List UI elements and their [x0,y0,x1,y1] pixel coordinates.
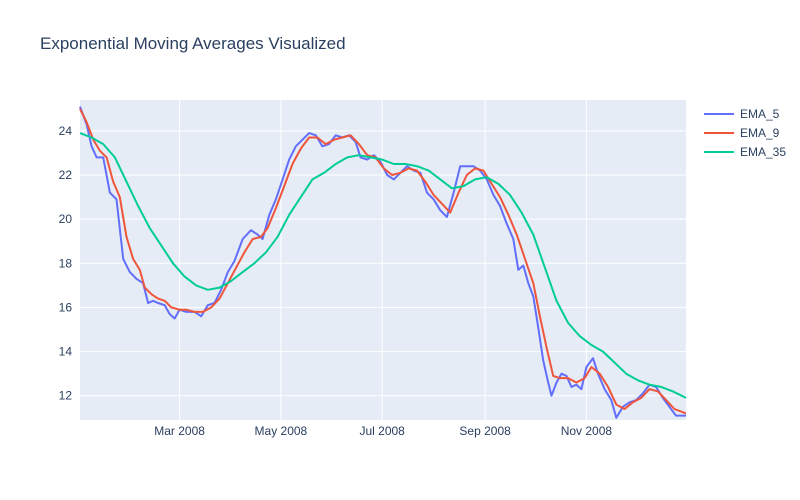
y-tick-label: 12 [59,389,73,403]
y-tick-label: 20 [59,212,73,226]
series-line-ema-5[interactable] [79,106,686,419]
x-tick-label: Nov 2008 [561,424,613,438]
legend-label: EMA_5 [740,107,780,121]
series-layer [79,106,687,419]
legend: EMA_5 EMA_9 EMA_35 [704,107,786,159]
y-tick-label: 18 [59,256,73,270]
chart-title: Exponential Moving Averages Visualized [40,34,346,53]
x-tick-label: Mar 2008 [154,424,205,438]
y-tick-label: 22 [59,168,73,182]
legend-item-ema-35[interactable]: EMA_35 [704,145,786,159]
y-tick-label: 24 [59,124,73,138]
x-tick-label: Sep 2008 [459,424,511,438]
legend-item-ema-5[interactable]: EMA_5 [704,107,780,121]
series-line-ema-9[interactable] [79,108,687,415]
x-tick-label: May 2008 [255,424,308,438]
x-tick-label: Jul 2008 [359,424,405,438]
y-tick-label: 14 [59,345,73,359]
series-line-ema-35[interactable] [79,132,687,399]
y-tick-label: 16 [59,300,73,314]
legend-label: EMA_9 [740,126,780,140]
plot-area[interactable] [80,100,686,420]
x-axis: Mar 2008 May 2008 Jul 2008 Sep 2008 Nov 2008 [154,424,612,438]
legend-label: EMA_35 [740,145,786,159]
legend-item-ema-9[interactable]: EMA_9 [704,126,780,140]
y-axis: 12 14 16 18 20 22 24 [59,124,73,403]
